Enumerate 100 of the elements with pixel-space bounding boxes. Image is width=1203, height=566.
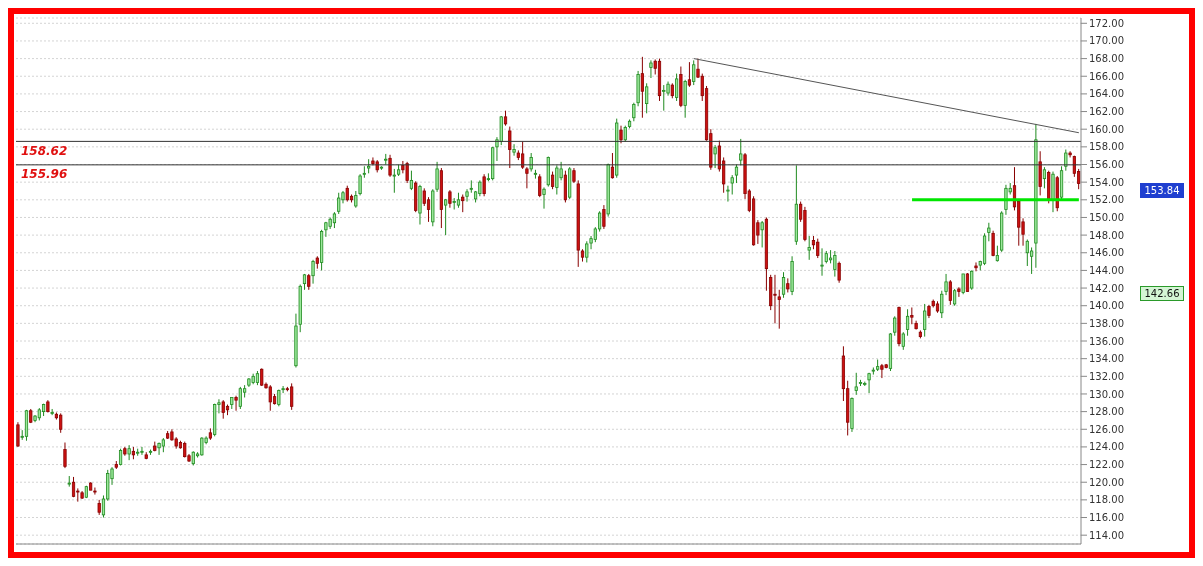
y-tick-label: 134.00 — [1089, 353, 1124, 365]
text: 142.66 — [1140, 286, 1184, 301]
candlestick — [662, 84, 666, 112]
y-tick-label: 166.00 — [1089, 70, 1124, 82]
candlestick — [324, 221, 328, 238]
y-tick-label: 126.00 — [1089, 423, 1124, 435]
candlestick — [816, 238, 820, 259]
candlestick — [157, 442, 161, 456]
candlestick — [311, 259, 315, 285]
candlestick — [820, 247, 824, 277]
candlestick — [16, 421, 20, 448]
candlestick — [234, 395, 238, 412]
candlestick — [465, 188, 469, 203]
candlestick — [1025, 239, 1029, 267]
y-tick-label: 132.00 — [1089, 370, 1124, 382]
candlestick — [405, 161, 409, 184]
candlestick — [905, 308, 910, 337]
candlestick — [127, 444, 131, 461]
candlestick — [1064, 149, 1068, 172]
candlestick — [221, 399, 225, 420]
y-tick-label: 158.00 — [1089, 141, 1124, 153]
candlestick — [687, 61, 692, 88]
candlestick — [807, 235, 811, 261]
candlestick — [837, 261, 841, 284]
candlestick — [337, 192, 341, 215]
candlestick — [991, 230, 995, 257]
candlestick — [508, 126, 512, 169]
candlestick — [50, 408, 54, 416]
ref-line-label: 155.96 — [21, 167, 68, 182]
candlestick — [773, 274, 777, 324]
y-tick-label: 156.00 — [1089, 159, 1124, 171]
candlestick — [645, 82, 649, 114]
candlestick — [602, 204, 606, 230]
candlestick — [893, 315, 897, 337]
candlestick — [961, 273, 965, 295]
y-tick-label: 128.00 — [1089, 406, 1124, 418]
y-tick-label: 168.00 — [1089, 53, 1124, 65]
candlestick — [957, 286, 961, 298]
y-tick-label: 172.00 — [1089, 17, 1124, 29]
candlestick — [444, 198, 448, 236]
y-tick-label: 170.00 — [1089, 35, 1124, 47]
candlestick — [610, 152, 615, 180]
candlestick — [362, 165, 366, 179]
candlestick — [290, 382, 294, 411]
candlestick — [987, 222, 991, 242]
text: 153.84 — [1140, 183, 1184, 198]
candlestick — [713, 144, 717, 169]
y-tick-label: 140.00 — [1089, 300, 1124, 312]
candlestick — [640, 56, 644, 119]
y-tick-label: 118.00 — [1089, 494, 1124, 506]
candlestick — [965, 272, 970, 293]
candlestick — [948, 279, 952, 306]
y-tick-label: 114.00 — [1089, 529, 1124, 541]
candlestick — [542, 186, 546, 210]
candlestick — [452, 197, 456, 211]
candlestick — [760, 220, 764, 248]
y-tick-label: 152.00 — [1089, 194, 1124, 206]
candlestick — [238, 386, 242, 410]
candlestick — [268, 384, 272, 412]
candlestick — [59, 412, 63, 434]
candlestick — [970, 269, 974, 291]
candlestick — [880, 363, 884, 379]
y-tick-label: 146.00 — [1089, 247, 1124, 259]
candlestick — [739, 138, 743, 166]
y-tick-label: 122.00 — [1089, 459, 1124, 471]
y-tick-label: 144.00 — [1089, 264, 1124, 276]
candlestick — [1042, 166, 1047, 189]
y-tick-label: 130.00 — [1089, 388, 1124, 400]
candlestick — [392, 168, 396, 194]
candlestick — [529, 152, 533, 173]
y-tick-label: 160.00 — [1089, 123, 1124, 135]
candlestick — [1068, 150, 1072, 158]
y-tick-label: 162.00 — [1089, 106, 1124, 118]
y-tick-label: 136.00 — [1089, 335, 1124, 347]
candlestick — [63, 442, 67, 469]
candlestick — [512, 143, 516, 157]
candlestick — [833, 250, 837, 278]
candlestick — [649, 59, 653, 79]
candlestick — [140, 446, 144, 456]
candlestick — [358, 173, 362, 196]
candlestick — [538, 173, 542, 198]
y-tick-label: 124.00 — [1089, 441, 1124, 453]
candlestick — [730, 174, 734, 196]
y-tick-label: 138.00 — [1089, 317, 1124, 329]
y-tick-label: 150.00 — [1089, 212, 1124, 224]
candlestick — [974, 261, 978, 272]
y-tick-label: 148.00 — [1089, 229, 1124, 241]
candlestick — [482, 173, 486, 197]
candlestick — [734, 164, 739, 184]
candlestick — [692, 59, 696, 86]
candlestick — [923, 303, 927, 338]
y-tick-label: 116.00 — [1089, 512, 1124, 524]
y-tick-label: 164.00 — [1089, 88, 1124, 100]
candlestick — [409, 170, 414, 191]
candlestick — [525, 166, 529, 189]
candlestick — [200, 436, 204, 457]
candlestick — [781, 271, 786, 299]
y-tick-label: 154.00 — [1089, 176, 1124, 188]
candlestick — [683, 79, 687, 119]
candlestick — [726, 185, 730, 203]
